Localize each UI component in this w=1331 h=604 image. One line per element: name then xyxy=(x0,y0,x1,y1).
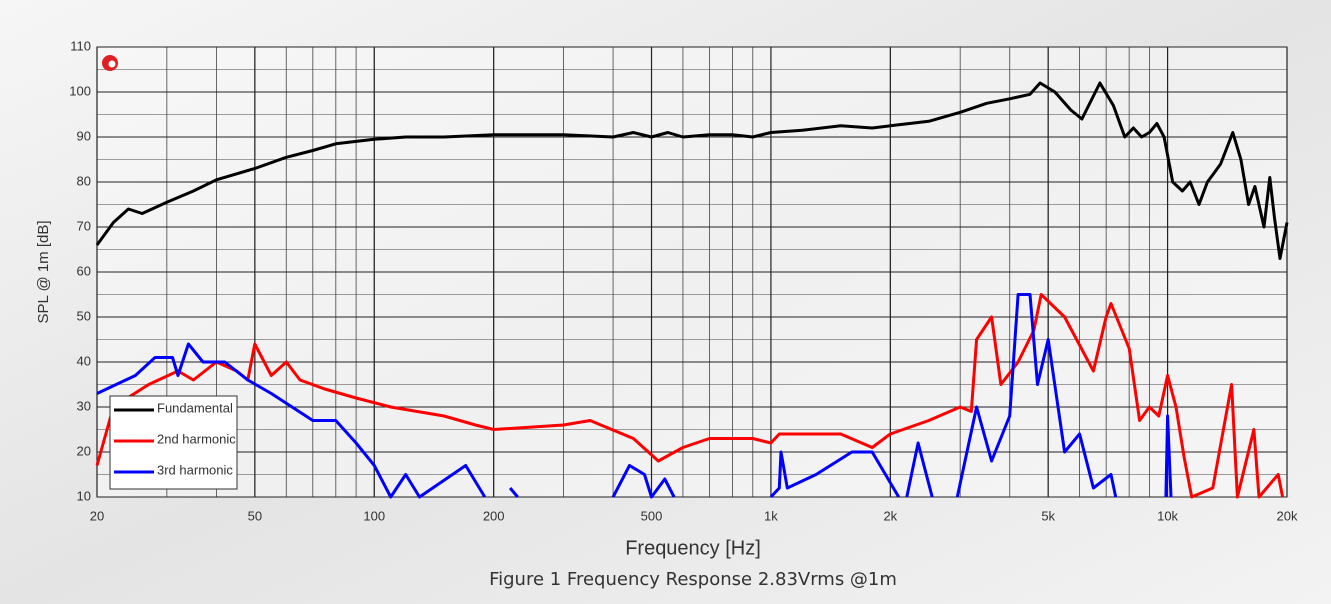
plot-frame xyxy=(96,46,1288,498)
series-line xyxy=(95,81,1289,260)
grid xyxy=(96,46,1288,498)
y-tick-label: 60 xyxy=(77,263,91,278)
x-tick-label: 5k xyxy=(1041,508,1055,523)
x-tick-label: 500 xyxy=(641,508,663,523)
x-tick-label: 100 xyxy=(363,508,385,523)
series-line xyxy=(95,293,1285,499)
x-tick-label: 1k xyxy=(764,508,778,523)
x-tick-label: 2k xyxy=(883,508,897,523)
y-tick-label: 20 xyxy=(77,443,91,458)
y-tick-label: 10 xyxy=(77,488,91,503)
x-tick-label: 200 xyxy=(483,508,505,523)
y-tick-label: 40 xyxy=(77,353,91,368)
x-tick-label: 50 xyxy=(248,508,262,523)
y-tick-label: 90 xyxy=(77,128,91,143)
lines xyxy=(95,81,1289,499)
y-tick-label: 30 xyxy=(77,398,91,413)
x-tick-label: 20k xyxy=(1277,508,1298,523)
y-tick-label: 80 xyxy=(77,173,91,188)
x-tick-label: 10k xyxy=(1157,508,1178,523)
y-tick-label: 110 xyxy=(70,38,91,53)
legend-label: Fundamental xyxy=(157,400,233,415)
x-axis-label: Frequency [Hz] xyxy=(625,537,761,559)
legend-label: 2nd harmonic xyxy=(157,431,236,446)
legend: Fundamental 2nd harmonic 3rd harmonic xyxy=(109,395,238,490)
y-axis-label: SPL @ 1m [dB] xyxy=(35,220,52,323)
y-tick-label: 70 xyxy=(77,218,91,233)
y-tick-label: 100 xyxy=(69,83,91,98)
logo-dot xyxy=(108,60,116,68)
y-tick-label: 50 xyxy=(77,308,91,323)
legend-label: 3rd harmonic xyxy=(157,462,233,477)
caption: Figure 1 Frequency Response 2.83Vrms @1m xyxy=(489,569,897,590)
series-line xyxy=(96,293,1173,499)
x-tick-label: 20 xyxy=(90,508,104,523)
